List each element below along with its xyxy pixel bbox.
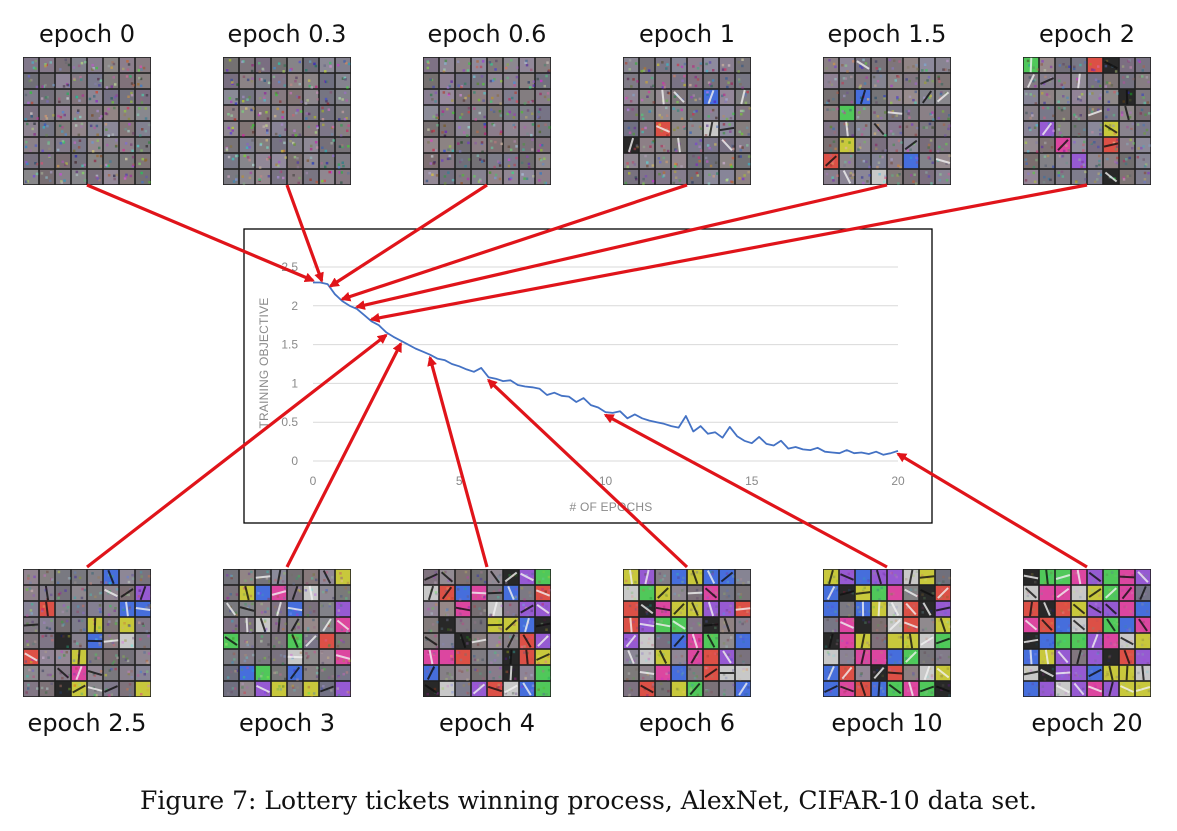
arrow — [896, 452, 1088, 569]
filter-panel: epoch 1.5 — [823, 20, 951, 185]
y-tick-label: 0 — [291, 454, 298, 468]
x-tick-label: 15 — [745, 474, 759, 488]
panel-label: epoch 1.5 — [828, 20, 947, 48]
x-tick-labels: 0 5 10 15 20 — [310, 474, 905, 488]
panel-label: epoch 2 — [1039, 20, 1135, 48]
panel-label: epoch 10 — [831, 709, 942, 737]
x-tick-label: 5 — [456, 474, 463, 488]
filter-panel: epoch 4 — [423, 569, 551, 737]
x-axis-title: # OF EPOCHS — [570, 500, 653, 514]
gridlines — [313, 266, 898, 462]
arrows — [86, 183, 1088, 569]
filter-panel: epoch 3 — [223, 569, 351, 737]
x-tick-label: 10 — [599, 474, 613, 488]
arrow — [328, 183, 488, 288]
panel-label: epoch 0 — [39, 20, 135, 48]
panel-label: epoch 6 — [639, 709, 735, 737]
filter-panel: epoch 2.5 — [23, 569, 151, 737]
arrow — [427, 355, 489, 568]
panel-label: epoch 2.5 — [28, 709, 147, 737]
panel-label: epoch 0.6 — [428, 20, 547, 48]
y-tick-label: 1.5 — [281, 338, 298, 352]
filter-panel: epoch 6 — [623, 569, 751, 737]
filter-panel: epoch 0 — [23, 20, 151, 185]
arrow — [603, 413, 888, 569]
figure-caption: Figure 7: Lottery tickets winning proces… — [139, 786, 1038, 815]
filter-panel: epoch 10 — [823, 569, 951, 737]
filter-panel: epoch 20 — [1023, 569, 1151, 737]
arrow — [354, 183, 888, 310]
arrow — [285, 184, 324, 283]
panel-label: epoch 20 — [1031, 709, 1142, 737]
panel-label: epoch 4 — [439, 709, 535, 737]
y-tick-label: 0.5 — [281, 415, 298, 429]
y-tick-label: 2 — [291, 299, 298, 313]
filter-panel: epoch 2 — [1023, 20, 1151, 185]
y-axis-title: TRAINING OBJECTIVE — [257, 298, 271, 429]
arrow — [86, 183, 315, 283]
arrow — [285, 341, 403, 568]
arrow — [86, 333, 388, 569]
filter-panel: epoch 1 — [623, 20, 751, 185]
panel-label: epoch 3 — [239, 709, 335, 737]
x-tick-label: 0 — [310, 474, 317, 488]
training-objective-chart: 00.511.522.5 0 5 10 15 20 TRAINING OBJECTIVE… — [257, 260, 905, 514]
y-tick-label: 1 — [291, 376, 298, 390]
arrow — [487, 378, 689, 569]
series-layer — [313, 281, 899, 456]
filter-panel: epoch 0.3 — [223, 20, 351, 185]
panel-label: epoch 0.3 — [228, 20, 347, 48]
chart-frame — [243, 228, 933, 524]
arrow — [340, 183, 688, 302]
filter-panels: epoch 0 epoch 0.3 epoch 0.6 epoch 1 epoch 1.… — [23, 20, 1151, 737]
arrow — [369, 183, 1088, 323]
filter-panel: epoch 0.6 — [423, 20, 551, 185]
series-line — [313, 281, 899, 456]
x-tick-label: 20 — [891, 474, 905, 488]
panel-label: epoch 1 — [639, 20, 735, 48]
